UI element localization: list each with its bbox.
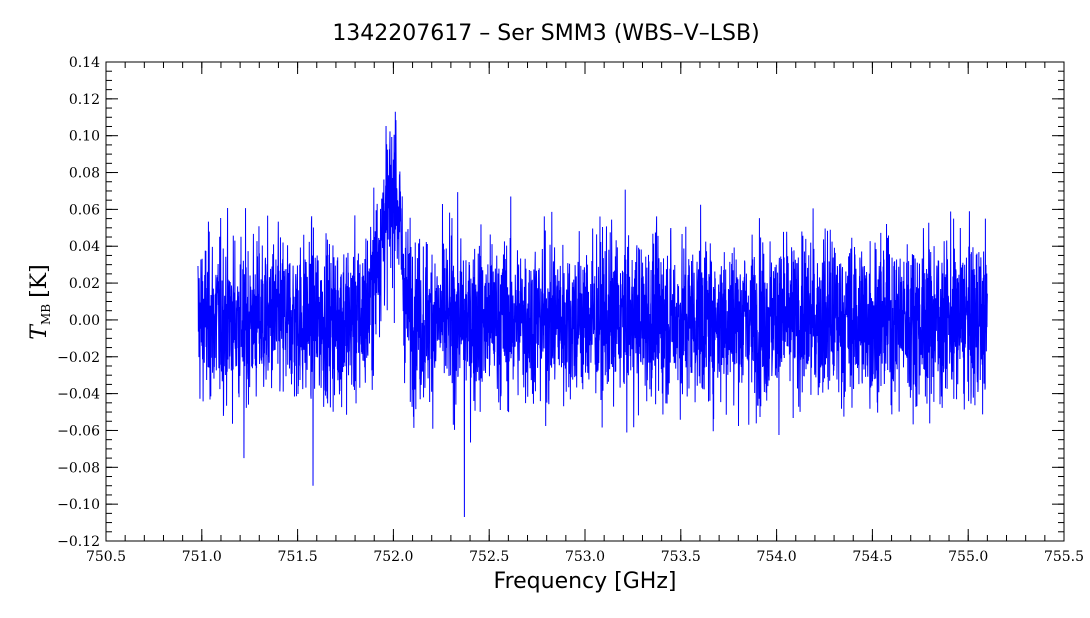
x-axis-label: Frequency [GHz] [494,569,677,594]
y-axis-label-unit: [K] [27,264,52,298]
y-tick-label: 0.06 [69,202,100,218]
x-tick-label: 752.5 [469,549,509,565]
y-tick-label: 0.12 [69,92,100,108]
x-tick-label: 753.0 [565,549,605,565]
x-tick-label: 751.5 [278,549,318,565]
y-tick-label: 0.14 [69,55,100,71]
x-tick-label: 754.5 [852,549,892,565]
y-tick-label: −0.02 [57,350,100,366]
y-tick-label: 0.00 [69,313,100,329]
spectrum-line [197,111,988,518]
x-tick-label: 755.5 [1044,549,1084,565]
x-tick-label: 755.0 [948,549,988,565]
axes: 750.5 751.0 751.5 752.0 752.5 753.0 753.5 754.0… [57,55,1084,565]
y-tick-label: −0.10 [57,497,100,513]
y-tick-label: 0.08 [69,166,100,182]
y-tick-label: 0.02 [69,276,100,292]
plot-area [197,111,988,518]
x-tick-label: 750.5 [86,549,126,565]
x-tick-label: 754.0 [757,549,797,565]
y-tick-label: 0.10 [69,129,100,145]
y-tick-label: −0.12 [57,534,100,550]
y-axis-label: TMB [K] [27,264,53,339]
chart-title: 1342207617 – Ser SMM3 (WBS–V–LSB) [332,21,759,46]
y-tick-label: −0.04 [57,387,100,403]
y-tick-label: −0.06 [57,423,100,439]
x-tick-label: 751.0 [182,549,222,565]
y-axis-label-subscript: MB [39,304,53,325]
x-tick-label: 752.0 [373,549,413,565]
y-axis-label-symbol: T [27,323,52,340]
x-tick-label: 753.5 [661,549,701,565]
y-tick-label: 0.04 [69,239,100,255]
y-tick-label: −0.08 [57,460,100,476]
